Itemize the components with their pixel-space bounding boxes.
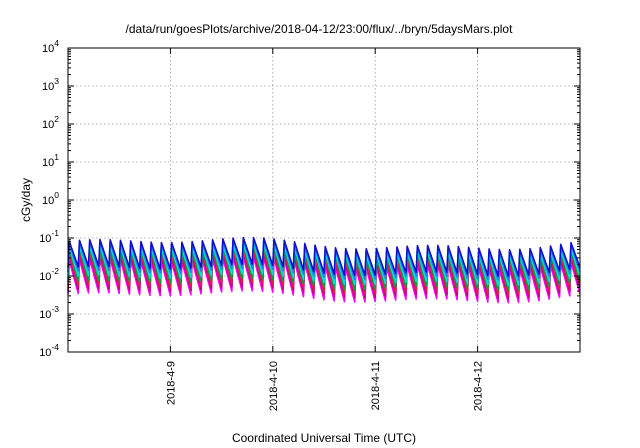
axis-ticks: [68, 47, 580, 353]
y-axis-label: cGy/day: [19, 178, 33, 222]
y-tick-label: 10-2: [39, 266, 59, 283]
y-tick-label: 10-1: [39, 228, 59, 245]
x-tick-labels: 2018-4-9 2018-4-10 2018-4-11 2018-4-12: [165, 361, 484, 411]
y-tick-label: 102: [42, 114, 59, 131]
y-tick-label: 10-3: [39, 304, 59, 321]
series-line: [67, 236, 581, 277]
x-axis-label: Coordinated Universal Time (UTC): [232, 431, 416, 445]
x-tick-label: 2018-4-12: [473, 361, 485, 411]
y-tick-labels: 10-4 10-3 10-2 10-1 100 101 102 103 104: [39, 38, 59, 359]
y-tick-label: 101: [42, 152, 59, 169]
chart-title: /data/run/goesPlots/archive/2018-04-12/2…: [126, 22, 514, 36]
y-tick-label: 104: [42, 38, 59, 55]
y-tick-label: 10-4: [39, 342, 59, 359]
x-tick-label: 2018-4-10: [268, 361, 280, 411]
x-tick-label: 2018-4-11: [370, 361, 382, 410]
y-tick-label: 100: [42, 190, 59, 207]
x-tick-label: 2018-4-9: [165, 361, 177, 405]
series-group: [67, 236, 581, 304]
grid: [68, 48, 580, 352]
y-tick-label: 103: [42, 76, 59, 93]
